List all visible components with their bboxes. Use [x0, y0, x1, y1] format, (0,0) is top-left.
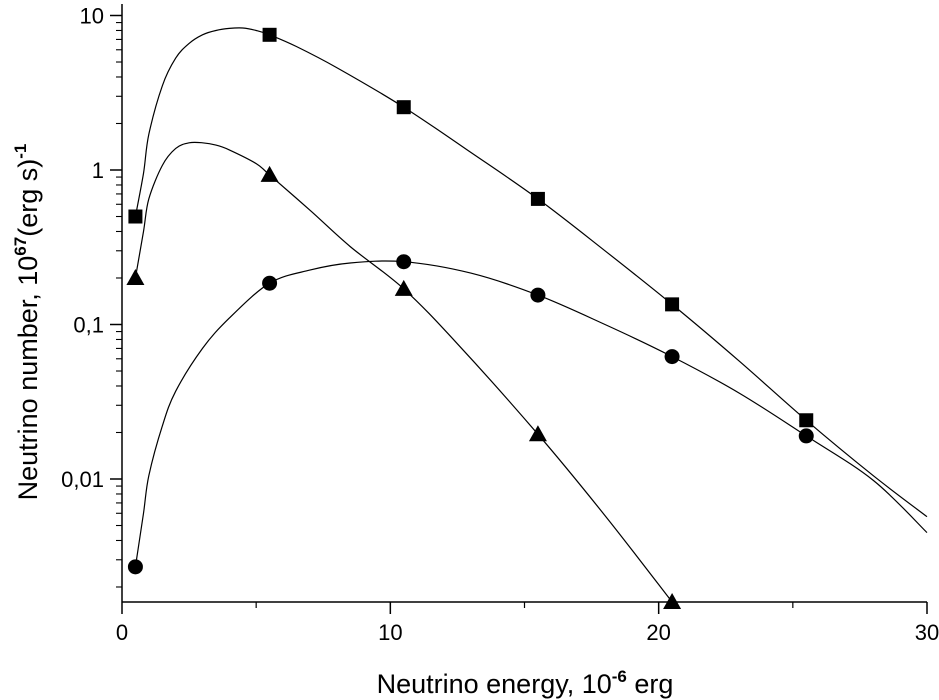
y-axis-title: Neutrino number, 1067(erg s)-1 — [11, 144, 43, 501]
circle-data-point — [798, 428, 814, 444]
y-tick-label: 1 — [92, 158, 104, 183]
square-data-point — [799, 413, 814, 428]
square-data-point — [396, 100, 411, 115]
series-curves — [134, 27, 928, 603]
triangle-data-point — [394, 279, 413, 296]
square-series-curve — [134, 27, 928, 518]
square-data-point — [530, 191, 545, 206]
triangle-data-point — [528, 425, 547, 442]
y-tick-label: 10 — [80, 4, 104, 29]
x-tick-label: 20 — [646, 620, 670, 645]
triangle-data-point — [126, 268, 145, 285]
square-data-point — [128, 209, 143, 224]
square-data-point — [665, 297, 680, 312]
axis-ticks: 0 10 20 30 10 1 0,1 0,01 — [61, 4, 939, 646]
x-tick-label: 10 — [378, 620, 402, 645]
triangle-data-point — [663, 592, 682, 609]
series-markers — [126, 27, 814, 609]
circle-series-curve — [134, 260, 928, 567]
circle-data-point — [396, 254, 412, 270]
x-axis-title: Neutrino energy, 10-6 erg — [377, 667, 674, 699]
square-data-point — [262, 27, 277, 42]
circle-data-point — [664, 349, 680, 365]
circle-data-point — [127, 559, 143, 575]
triangle-series-curve — [134, 141, 673, 603]
x-tick-label: 0 — [116, 620, 128, 645]
circle-data-point — [262, 275, 278, 291]
circle-data-point — [530, 287, 546, 303]
plot-area: 0 10 20 30 10 1 0,1 0,01 — [61, 4, 939, 646]
y-tick-label: 0,01 — [61, 467, 104, 492]
x-tick-label: 30 — [915, 620, 939, 645]
triangle-data-point — [260, 165, 279, 182]
y-tick-label: 0,1 — [73, 313, 104, 338]
